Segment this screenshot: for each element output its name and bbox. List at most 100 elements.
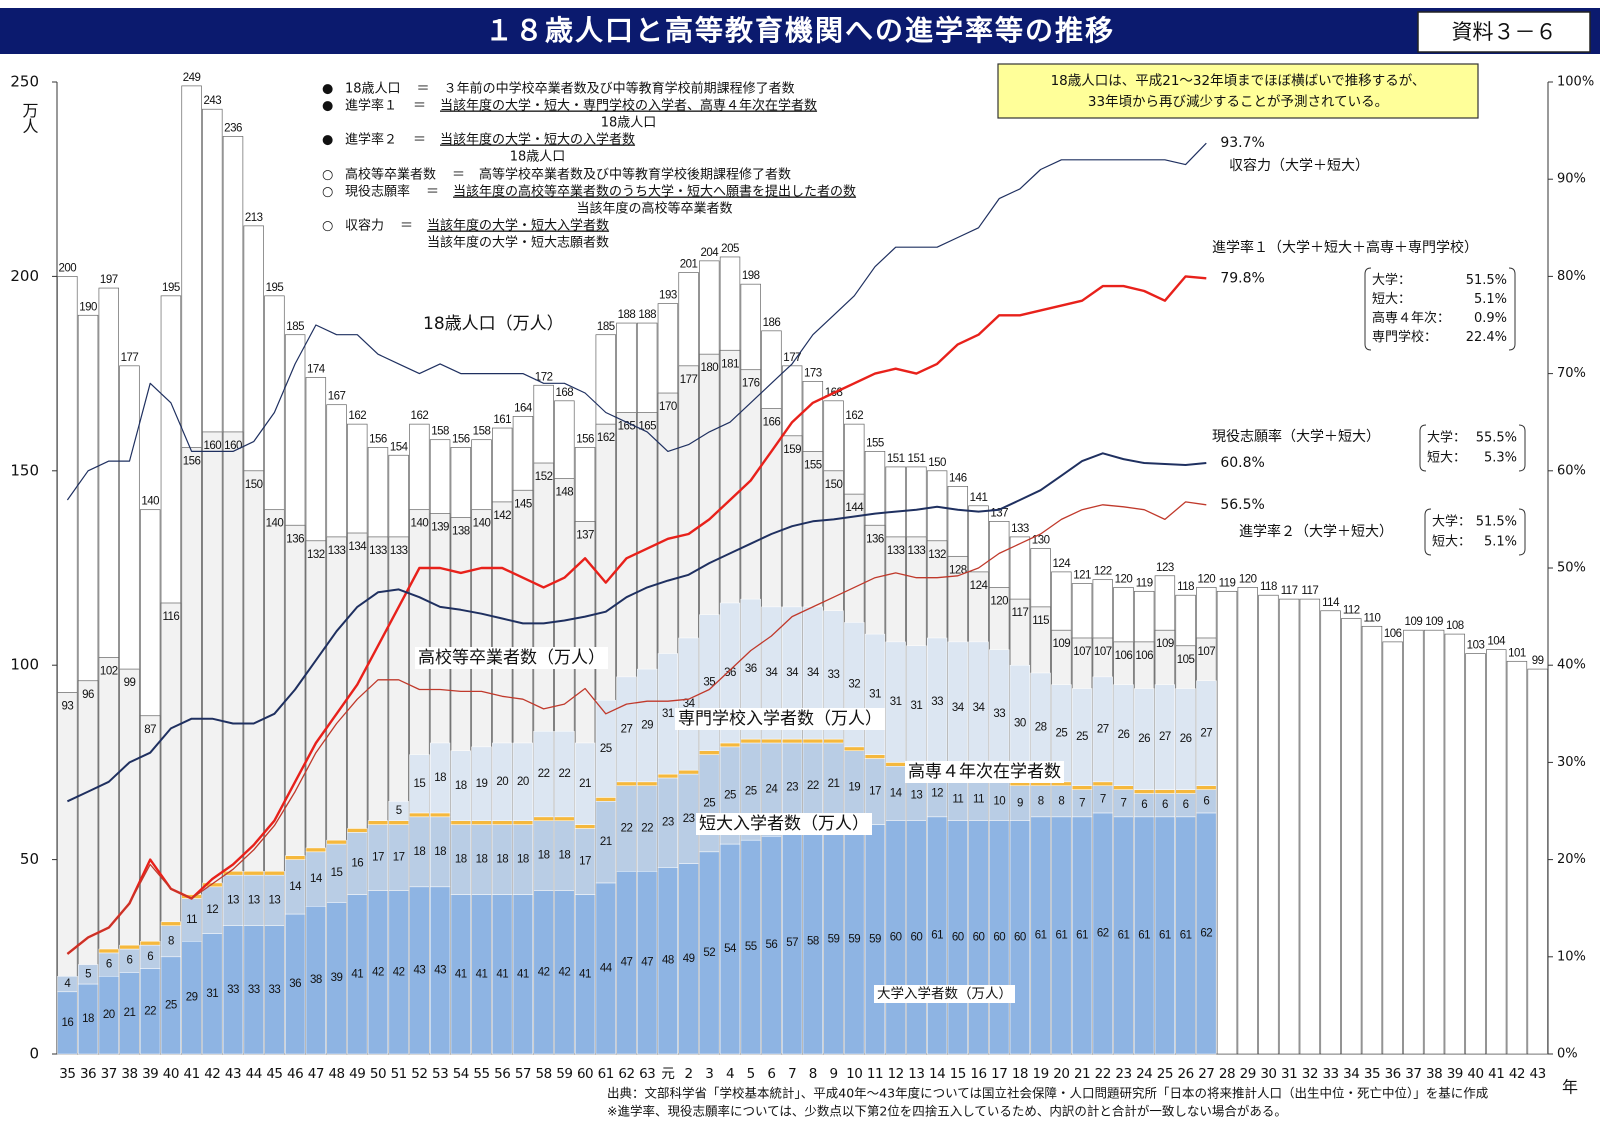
x-tick-label: 60: [577, 1066, 593, 1082]
badge-box: [1417, 11, 1591, 53]
x-tick-label: 41: [184, 1066, 200, 1082]
bar: [1196, 680, 1217, 786]
bar-value-label: 198: [742, 270, 760, 282]
x-tick-label: 39: [1447, 1066, 1463, 1082]
series-label: 高専４年次在学者数: [908, 762, 1061, 782]
bar-value-label: 42: [393, 966, 405, 978]
bar-value-label: 16: [61, 1017, 73, 1029]
bar-value-label: 118: [1260, 581, 1277, 593]
bar-value-label: 61: [1055, 929, 1067, 941]
bar-value-label: 213: [245, 212, 263, 224]
bar-value-label: 34: [952, 702, 965, 714]
bar: [740, 598, 761, 740]
bar: [616, 781, 637, 786]
series-label: 高校等卒業者数（万人）: [418, 648, 605, 668]
bar-value-label: 170: [659, 401, 677, 413]
x-tick-label: 49: [349, 1066, 365, 1082]
breakdown-value: 5.3%: [1484, 451, 1517, 466]
bar-value-label: 21: [828, 778, 840, 790]
bar-value-label: 36: [724, 667, 736, 679]
series-label: 収容力（大学＋短大）: [1229, 157, 1369, 174]
bar-value-label: 107: [1073, 646, 1091, 658]
x-tick-label: 46: [287, 1066, 303, 1082]
bracket: [1508, 267, 1516, 351]
bar: [512, 742, 534, 821]
bar-value-label: 61: [1076, 929, 1088, 941]
bar-value-label: 21: [579, 778, 591, 790]
bar: [678, 637, 699, 771]
x-tick-label: 57: [515, 1066, 531, 1082]
bar-value-label: 23: [662, 817, 674, 829]
x-tick-label: 51: [391, 1066, 407, 1082]
x-tick-label: 32: [1302, 1066, 1318, 1082]
bar-value-label: 6: [106, 959, 112, 971]
bar: [471, 746, 492, 821]
x-tick-label: 14: [929, 1066, 945, 1082]
bar-value-label: 26: [1180, 733, 1192, 745]
x-tick-label: 17: [991, 1066, 1007, 1082]
bar: [140, 940, 161, 946]
bar: [864, 754, 886, 759]
x-tick-label: 23: [1115, 1066, 1131, 1082]
y2-tick-label: 40%: [1557, 658, 1586, 673]
bar-value-label: 249: [183, 72, 201, 84]
bar-value-label: 120: [990, 595, 1008, 607]
bar-value-label: 41: [455, 968, 467, 980]
bar-value-label: 8: [168, 935, 174, 947]
definition-mark: ●: [322, 133, 333, 148]
bar: [388, 801, 409, 821]
definition-denominator: 18歳人口: [601, 116, 657, 131]
x-tick-label: 38: [1426, 1066, 1442, 1082]
bar: [243, 871, 264, 876]
bar-value-label: 21: [124, 1007, 136, 1019]
bar-value-label: 176: [742, 378, 760, 390]
x-tick-label: 54: [453, 1066, 469, 1082]
bar: [1134, 688, 1155, 790]
bar-value-label: 22: [558, 768, 570, 780]
bar-value-label: 133: [390, 545, 408, 557]
bar: [1423, 629, 1445, 1055]
definition-denominator: 18歳人口: [510, 150, 566, 165]
bar-value-label: 25: [1076, 731, 1088, 743]
bar-value-label: 93: [61, 700, 73, 712]
bar: [1196, 785, 1217, 790]
bar: [202, 882, 223, 888]
definition-numerator: 当該年度の大学・短大・専門学校の入学者、高専４年次在学者数: [440, 98, 817, 114]
x-tick-label: 18: [1012, 1066, 1028, 1082]
bar: [1299, 598, 1321, 1055]
bar-value-label: 173: [804, 367, 822, 379]
definition-term: 収容力: [345, 218, 384, 234]
definition-denominator: 当該年度の大学・短大志願者数: [427, 235, 609, 251]
x-tick-label: 37: [101, 1066, 117, 1082]
y2-tick-label: 0%: [1557, 1047, 1578, 1062]
bar-value-label: 61: [1118, 929, 1130, 941]
bar-value-label: 133: [328, 545, 346, 557]
bar-value-label: 61: [931, 929, 943, 941]
bar-value-label: 34: [786, 667, 799, 679]
bar-value-label: 61: [1035, 929, 1047, 941]
y-tick-label: 200: [10, 267, 39, 285]
bar-value-label: 24: [766, 784, 779, 796]
bar-value-label: 185: [286, 321, 304, 333]
bar-value-label: 160: [224, 440, 242, 452]
bar-value-label: 109: [1053, 638, 1071, 650]
bar-value-label: 116: [162, 611, 179, 623]
bar-value-label: 124: [1053, 558, 1072, 570]
x-tick-label: 41: [1488, 1066, 1504, 1082]
definition-term: 進学率１: [345, 98, 397, 114]
breakdown-label: 高専４年次：: [1372, 310, 1450, 326]
bar-value-label: 29: [641, 719, 653, 731]
x-tick-label: 42: [204, 1066, 220, 1082]
x-tick-label: 30: [1260, 1066, 1276, 1082]
bar-value-label: 160: [203, 440, 221, 452]
bar-value-label: 133: [887, 545, 905, 557]
bar-value-label: 22: [538, 768, 550, 780]
series-label: 進学率１（大学＋短大＋高専＋専門学校）: [1212, 239, 1478, 256]
bar: [844, 746, 865, 751]
bar-value-label: 7: [1100, 793, 1106, 805]
chart-title: １８歳人口と高等教育機関への進学率等の推移: [485, 14, 1115, 47]
definition-mark: ○: [322, 219, 333, 234]
bar: [1527, 668, 1548, 1055]
series-label: 現役志願率（大学＋短大）: [1212, 428, 1380, 445]
